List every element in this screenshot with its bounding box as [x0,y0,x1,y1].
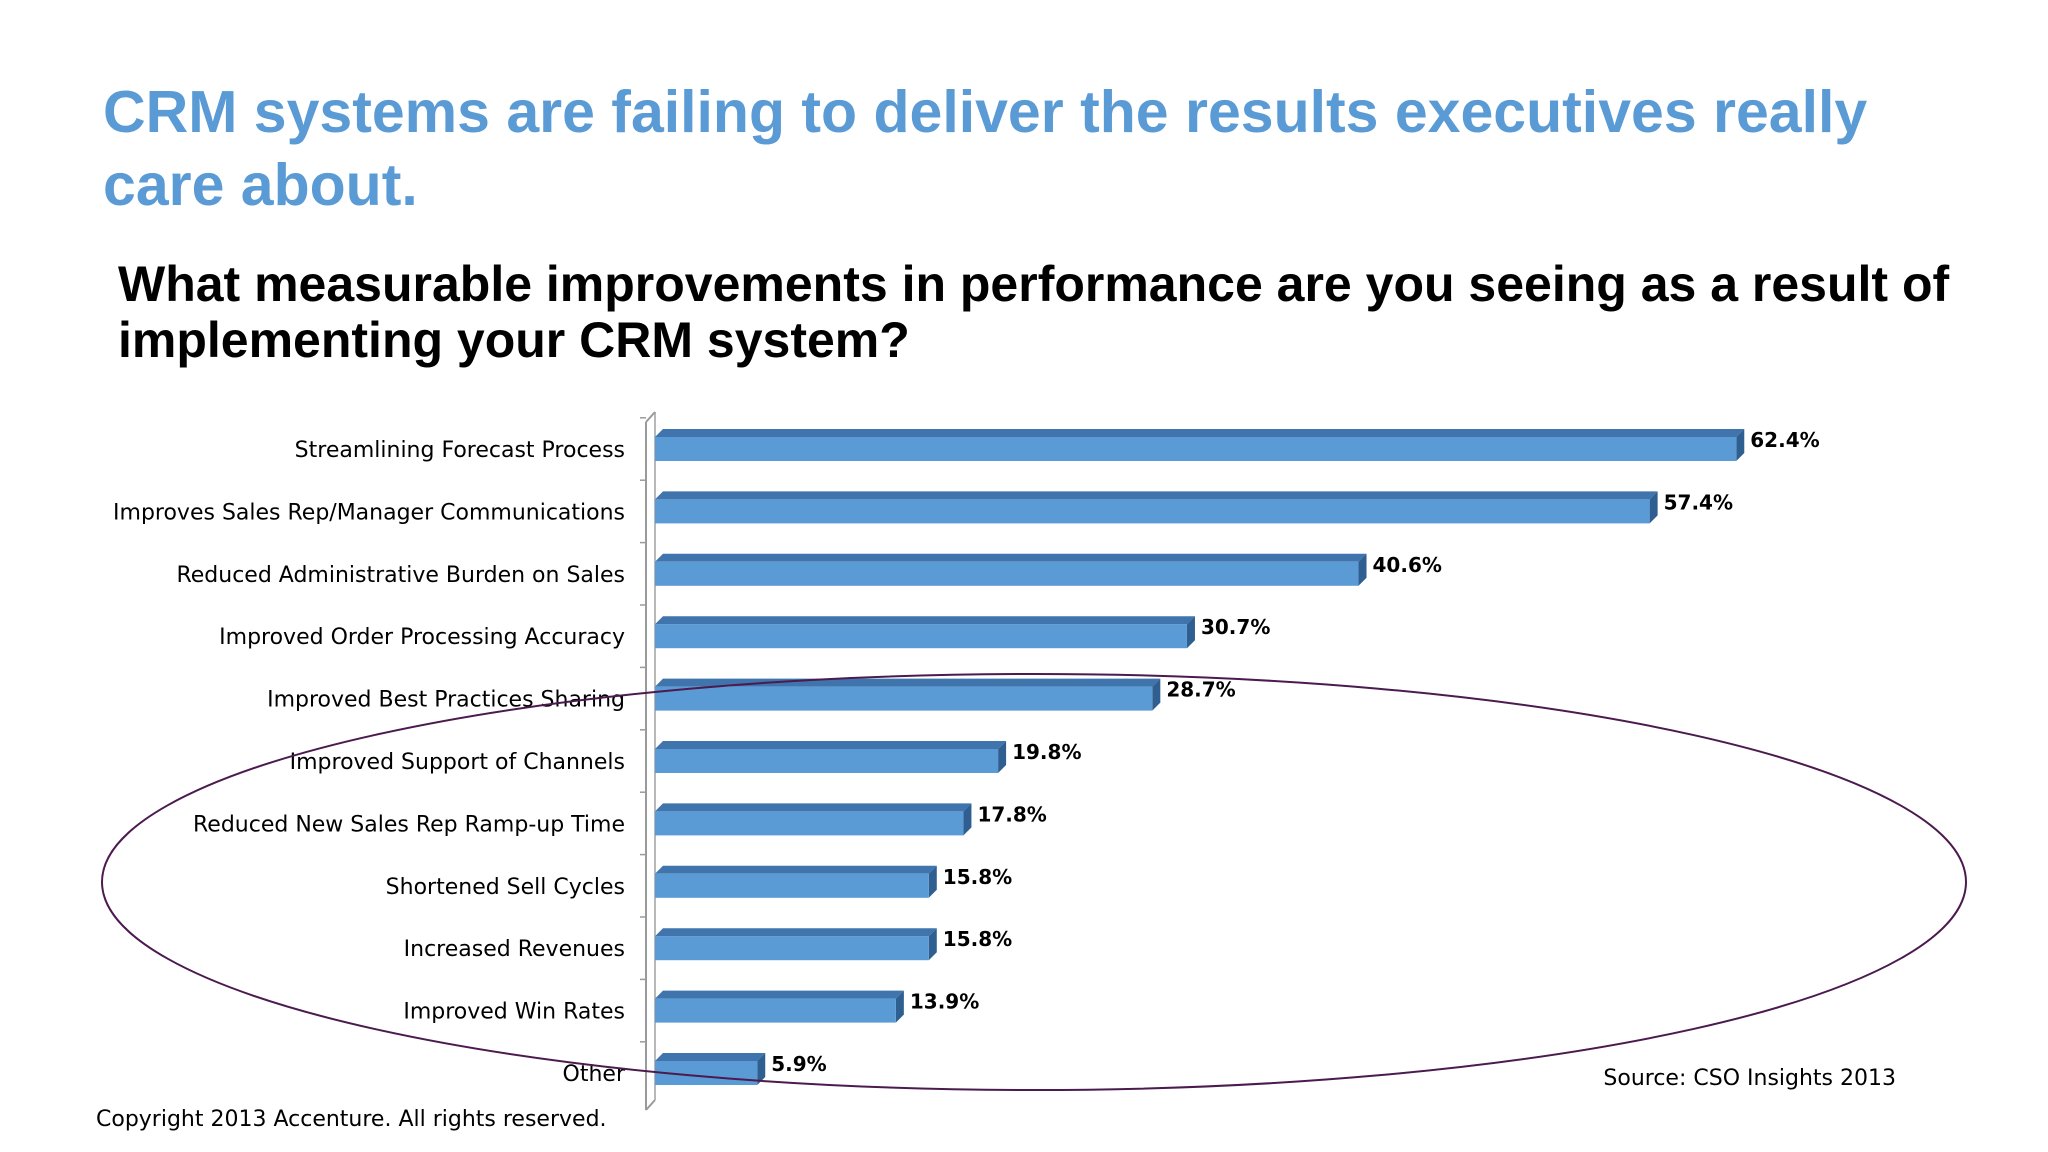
copyright-note: Copyright 2013 Accenture. All rights res… [96,1107,607,1132]
bar-6 [655,803,972,836]
bar-side-face [963,803,972,836]
bar-side-face [928,928,937,961]
bar-top-face [655,553,1367,562]
bar-top-face [655,928,937,937]
chart-title: What measurable improvements in performa… [118,256,1950,368]
bar-top-face [655,429,1745,437]
bar-top-face [655,803,972,812]
y-axis-top-edge [645,411,656,423]
bar-front-face [655,811,964,836]
value-label: 57.4% [1664,490,1733,514]
bar-front-face [655,437,1737,461]
bar-side-face [1736,429,1745,461]
bar-0 [655,429,1745,461]
value-label: 19.8% [1012,740,1081,764]
bar-side-face [757,1053,766,1085]
bar-5 [655,741,1007,773]
bar-8 [655,928,937,961]
category-label: Increased Revenues [404,937,625,962]
chart-axis [640,411,656,1111]
value-label: 30.7% [1201,615,1270,639]
bar-4 [655,678,1161,711]
value-label: 15.8% [943,865,1012,889]
value-label: 15.8% [943,927,1012,951]
bar-side-face [895,990,904,1023]
bar-side-face [1649,491,1658,524]
bar-3 [655,616,1195,649]
category-label: Improved Best Practices Sharing [267,688,625,713]
bar-2 [655,553,1367,586]
bar-front-face [655,873,929,898]
chart-bars [655,429,1745,1085]
bar-top-face [655,616,1195,625]
slide-headline: CRM systems are failing to deliver the r… [103,79,1868,218]
value-label: 62.4% [1750,428,1819,452]
bar-7 [655,865,937,898]
y-axis-bottom-edge [645,1099,656,1111]
bar-side-face [928,865,937,898]
category-label: Shortened Sell Cycles [386,875,625,900]
value-label: 13.9% [910,990,979,1014]
category-label: Improved Win Rates [403,1000,625,1025]
category-label: Reduced New Sales Rep Ramp-up Time [193,812,625,837]
bar-9 [655,990,904,1023]
bar-side-face [1152,678,1161,711]
bar-top-face [655,865,937,874]
bar-top-face [655,491,1658,500]
bar-top-face [655,678,1161,687]
bar-10 [655,1053,766,1085]
source-note: Source: CSO Insights 2013 [1603,1066,1896,1091]
bar-front-face [655,998,896,1023]
highlight-ellipse [101,673,1967,1091]
bar-top-face [655,990,904,999]
value-label: 28.7% [1166,678,1235,702]
bar-front-face [655,499,1650,524]
bar-front-face [655,686,1153,711]
bar-front-face [655,624,1187,649]
chart-labels: Streamlining Forecast Process 62.4% Improv… [113,428,1820,1087]
category-label: Improved Order Processing Accuracy [219,625,625,650]
bar-1 [655,491,1658,524]
value-label: 40.6% [1373,553,1442,577]
bar-side-face [1358,553,1367,586]
bar-front-face [655,749,999,773]
category-label: Streamlining Forecast Process [295,438,625,463]
value-label: 17.8% [977,802,1046,826]
bar-top-face [655,1053,766,1061]
bar-front-face [655,561,1359,586]
category-label: Improves Sales Rep/Manager Communication… [113,500,625,525]
bar-top-face [655,741,1007,749]
category-label: Reduced Administrative Burden on Sales [176,563,625,588]
bar-front-face [655,936,929,961]
bar-side-face [998,741,1007,773]
bar-side-face [1186,616,1195,649]
category-label: Improved Support of Channels [290,750,625,775]
value-label: 5.9% [771,1052,826,1076]
